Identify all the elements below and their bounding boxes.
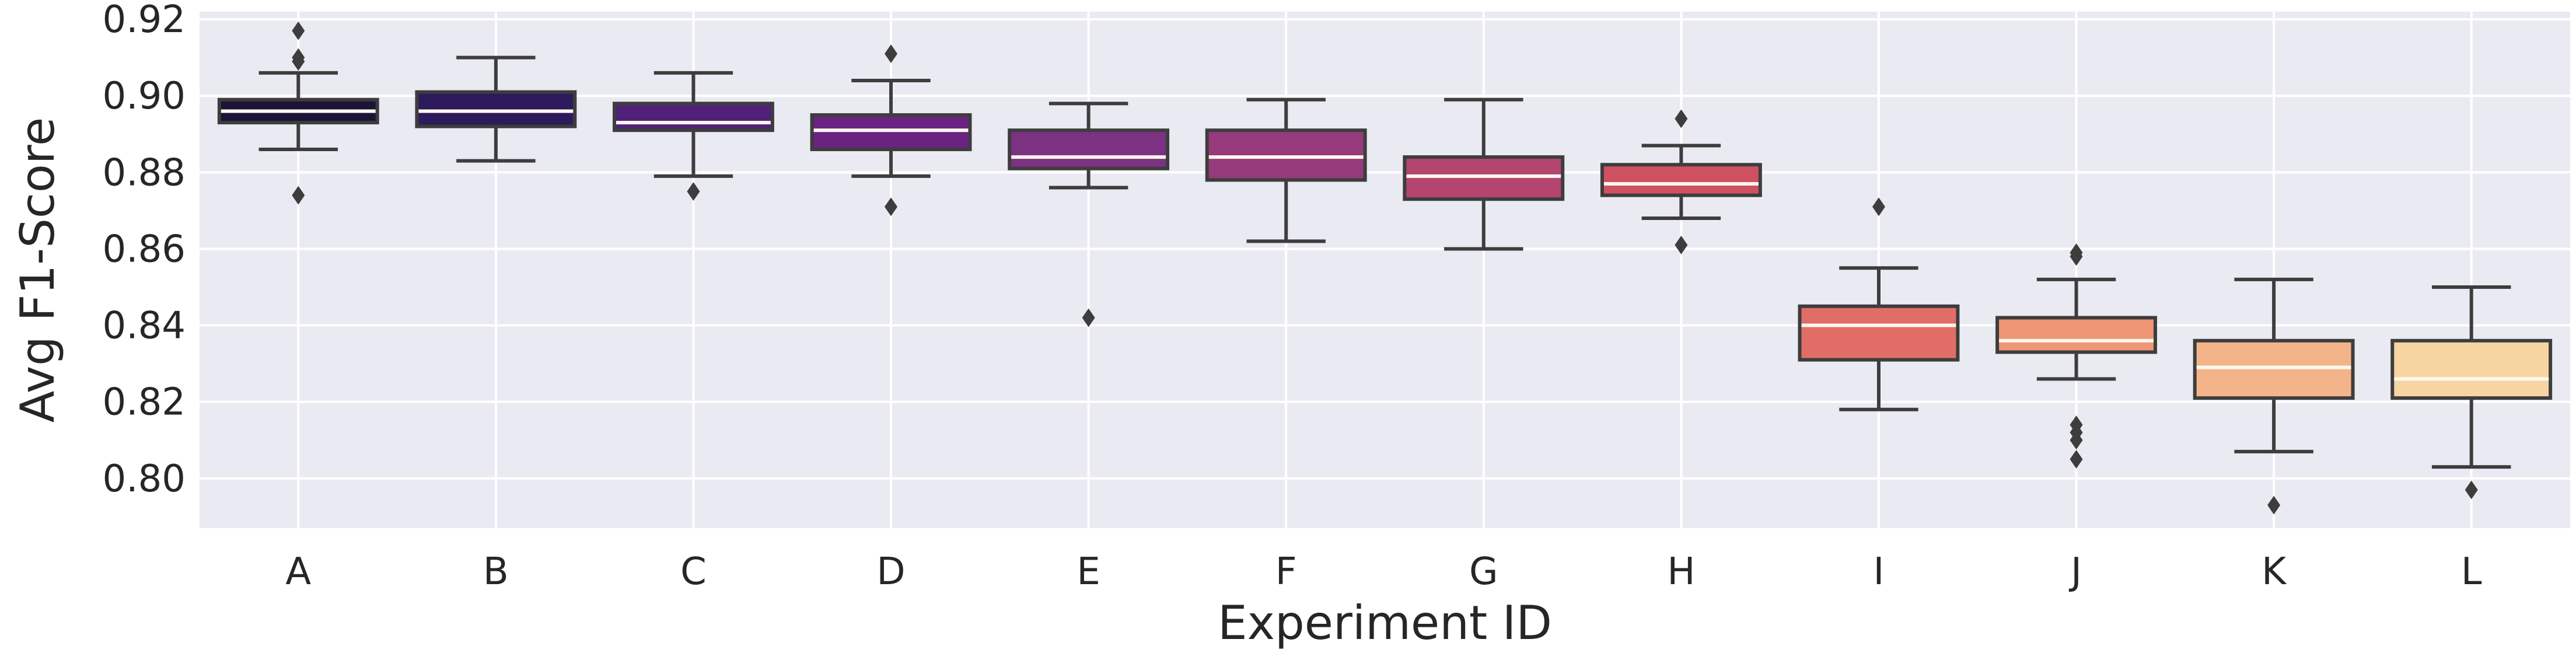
x-tick-label: J [2068,550,2082,593]
boxes [217,21,2553,515]
grid-lines [200,12,2570,528]
x-tick-label: A [285,550,311,593]
y-tick-label: 0.90 [103,75,186,118]
box-G [1403,97,1565,251]
box-C [613,71,774,201]
box-E [1008,102,1170,327]
outlier-point [885,44,898,64]
x-tick-label: I [1874,550,1885,593]
x-axis-label: Experiment ID [1218,596,1552,650]
iqr-box [1403,155,1565,201]
x-tick-label: K [2262,550,2287,593]
y-tick-label: 0.86 [103,228,186,271]
outlier-point [885,197,898,216]
outlier-point [687,182,700,201]
iqr-box [1600,163,1762,197]
iqr-box [415,90,577,128]
outlier-point [1675,109,1688,128]
y-tick-label: 0.82 [103,381,186,424]
box-F [1205,97,1367,243]
x-tick-label: F [1275,550,1297,593]
iqr-box [2390,338,2553,400]
iqr-box [1008,128,1170,170]
outlier-point [2070,431,2083,450]
outlier-point [2267,495,2281,515]
box-I [1798,197,1960,411]
x-tick-label: D [876,550,905,593]
y-tick-label: 0.84 [103,305,186,348]
y-axis-label: Avg F1-Score [11,117,65,422]
iqr-box [1995,316,2157,354]
outlier-point [1872,197,1885,216]
box-H [1600,109,1762,254]
outlier-point [292,52,305,71]
y-tick-label: 0.92 [103,0,186,41]
x-axis-ticks: A B C D E F G H I J K L [285,550,2481,593]
outlier-point [292,21,305,40]
outlier-point [1675,235,1688,254]
x-tick-label: B [483,550,509,593]
outlier-point [1082,308,1095,327]
y-tick-label: 0.80 [103,458,186,501]
outlier-point [2070,450,2083,469]
iqr-box [2193,338,2355,400]
box-L [2390,285,2553,500]
plot-area [200,12,2570,528]
iqr-box [810,113,972,151]
y-tick-label: 0.88 [103,151,186,194]
x-tick-label: H [1667,550,1695,593]
box-A [217,21,379,205]
outlier-point [292,186,305,205]
x-tick-label: G [1469,550,1498,593]
outlier-point [2070,247,2083,266]
iqr-box [613,102,774,132]
x-tick-label: E [1076,550,1100,593]
box-K [2193,277,2355,515]
x-tick-label: L [2461,550,2482,593]
box-B [415,55,577,163]
box-J [1995,243,2157,469]
x-tick-label: C [680,550,707,593]
box-D [810,44,972,216]
iqr-box [1798,304,1960,362]
y-axis-ticks: 0.80 0.82 0.84 0.86 0.88 0.90 0.92 [103,0,186,501]
iqr-box [1205,128,1367,182]
outlier-point [2465,480,2478,500]
